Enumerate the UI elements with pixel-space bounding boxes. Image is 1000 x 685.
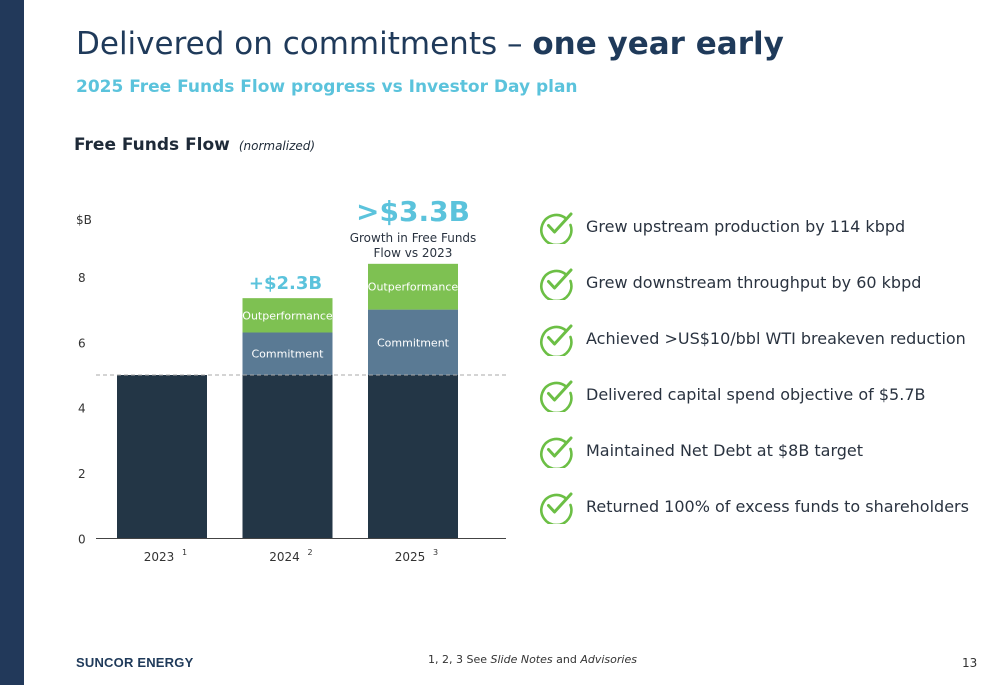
bar-outperformance-2024: [242, 298, 333, 333]
bar-segment-label: Commitment: [377, 336, 450, 349]
checklist-item: Grew upstream production by 114 kbpd: [538, 208, 978, 244]
bar-base-2023: [117, 375, 207, 539]
page-number: 13: [962, 656, 978, 670]
bar-segment-label: Outperformance: [368, 281, 459, 294]
page-title-bold: one year early: [532, 26, 784, 62]
chart-heading-text: Free Funds Flow: [74, 135, 230, 155]
checkmark-icon: [540, 380, 573, 412]
footnote-and: and: [552, 653, 581, 666]
annotation-value: +$2.3B: [249, 273, 322, 294]
bar-segment-label: Outperformance: [242, 309, 333, 322]
bar-commitment-2024: [242, 332, 333, 375]
footnote-advisories: Advisories: [580, 653, 637, 666]
checkmark-icon: [540, 436, 573, 468]
annotation-subtext: Flow vs 2023: [374, 246, 453, 260]
annotation-value: >$3.3B: [356, 195, 470, 228]
chart-heading: Free Funds Flow (normalized): [74, 135, 315, 155]
checkmark-icon: [540, 492, 573, 524]
checklist-item-text: Delivered capital spend objective of $5.…: [586, 384, 926, 404]
side-accent-bar: [0, 0, 24, 685]
x-tick-label: 2025: [395, 550, 426, 564]
checklist-item-text: Achieved >US$10/bbl WTI breakeven reduct…: [586, 328, 966, 348]
y-tick-label: 8: [78, 271, 86, 285]
free-funds-flow-chart: 0 2 4 6 8 $B 2023 1 Commitment Outperformance 2024…: [76, 195, 506, 564]
page-title: Delivered on commitments – one year earl…: [76, 26, 784, 62]
bar-base-2024: [242, 375, 333, 539]
y-tick-label: 0: [78, 533, 86, 547]
page-title-light: Delivered on commitments –: [76, 26, 533, 62]
checkmark-icon: [540, 212, 573, 244]
x-tick-label: 2024: [269, 550, 300, 564]
y-tick-label: 6: [78, 336, 86, 350]
chart-heading-note: (normalized): [238, 139, 316, 153]
checkmark-icon: [540, 268, 573, 300]
footnote-slide-notes: Slide Notes: [490, 653, 553, 666]
brand-logo-text: SUNCOR ENERGY: [76, 655, 194, 670]
checklist-item: Grew downstream throughput by 60 kbpd: [538, 264, 978, 300]
y-tick-label: 4: [78, 402, 86, 416]
checklist-item: Returned 100% of excess funds to shareho…: [538, 488, 978, 524]
bar-outperformance-2025: [368, 263, 458, 310]
x-tick-label: 2023: [144, 550, 175, 564]
page-subtitle: 2025 Free Funds Flow progress vs Investo…: [76, 77, 578, 97]
footnote: 1, 2, 3 See Slide Notes and Advisories: [428, 653, 637, 666]
checklist-item: Achieved >US$10/bbl WTI breakeven reduct…: [538, 320, 978, 356]
y-axis-unit-label: $B: [76, 213, 92, 227]
x-tick-footnote: 2: [308, 548, 313, 557]
x-tick-footnote: 3: [433, 548, 438, 557]
x-tick-footnote: 1: [182, 548, 187, 557]
annotation-subtext: Growth in Free Funds: [350, 231, 477, 245]
checklist-item-text: Grew upstream production by 114 kbpd: [586, 216, 906, 236]
checkmark-icon: [540, 324, 573, 356]
checklist-item-text: Returned 100% of excess funds to shareho…: [586, 496, 969, 516]
checklist-item: Delivered capital spend objective of $5.…: [538, 376, 978, 412]
checklist-item: Maintained Net Debt at $8B target: [538, 432, 978, 468]
bar-segment-label: Commitment: [252, 348, 325, 361]
footnote-prefix: 1, 2, 3 See: [428, 653, 491, 666]
checklist-item-text: Maintained Net Debt at $8B target: [586, 440, 864, 460]
checklist-item-text: Grew downstream throughput by 60 kbpd: [586, 272, 922, 292]
bar-base-2025: [368, 375, 458, 539]
y-tick-label: 2: [78, 467, 86, 481]
bar-commitment-2025: [368, 309, 458, 375]
